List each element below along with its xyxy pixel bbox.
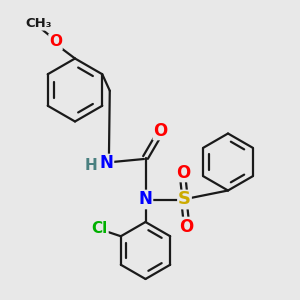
Text: S: S <box>178 190 191 208</box>
Text: O: O <box>179 218 193 236</box>
Text: CH₃: CH₃ <box>26 17 52 30</box>
Text: N: N <box>100 154 113 172</box>
Text: Cl: Cl <box>92 221 108 236</box>
Text: O: O <box>153 122 168 140</box>
Text: N: N <box>139 190 152 208</box>
Text: H: H <box>85 158 97 172</box>
Text: O: O <box>176 164 190 181</box>
Text: O: O <box>49 34 62 50</box>
